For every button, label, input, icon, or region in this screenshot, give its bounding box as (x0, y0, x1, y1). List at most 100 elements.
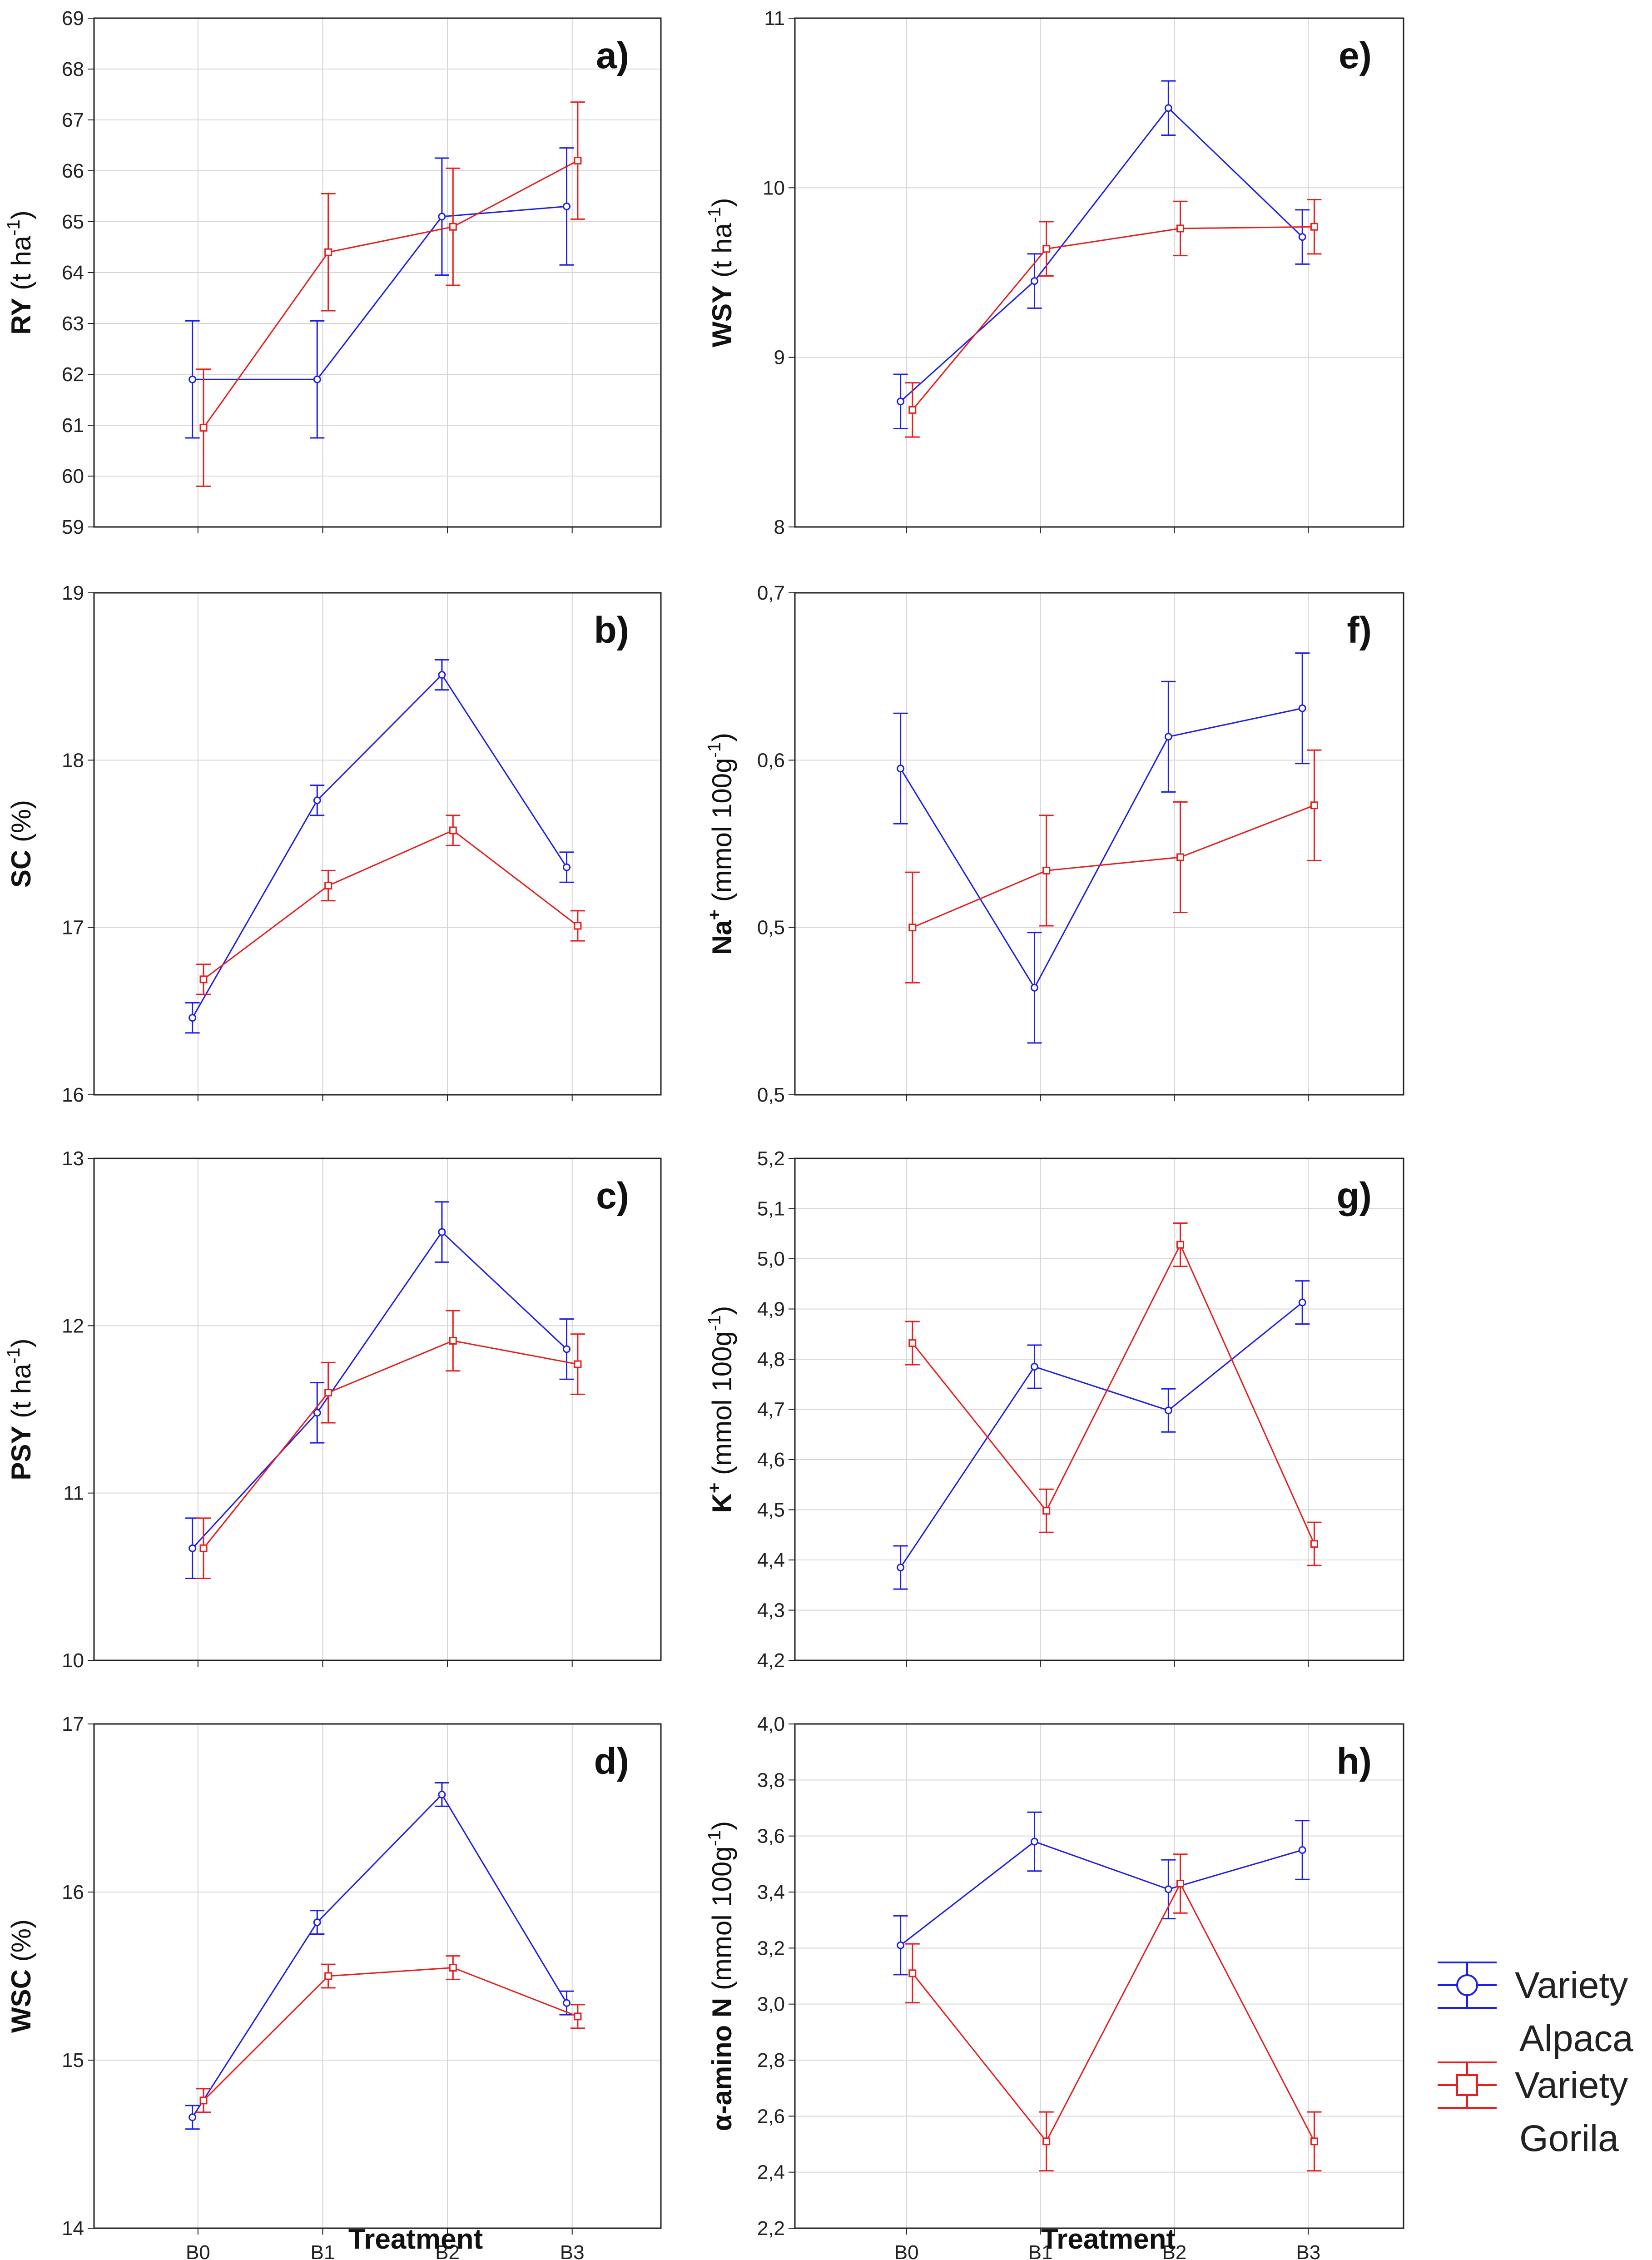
y-axis-title: K+ (mmol 100g-1) (704, 1306, 737, 1513)
data-point-alpaca[interactable] (897, 765, 905, 773)
data-point-gorila[interactable] (574, 1360, 582, 1368)
data-point-alpaca[interactable] (189, 1544, 197, 1552)
data-point-alpaca[interactable] (313, 796, 321, 805)
data-point-alpaca[interactable] (563, 202, 571, 210)
data-point-alpaca[interactable] (1298, 704, 1306, 712)
y-tick-label: 4,3 (757, 1599, 785, 1622)
data-point-alpaca[interactable] (563, 1345, 571, 1353)
y-tick-label: 5,1 (757, 1198, 785, 1220)
data-point-gorila[interactable] (1042, 2137, 1051, 2146)
data-point-gorila[interactable] (449, 1964, 457, 1972)
data-point-gorila[interactable] (199, 1544, 208, 1552)
data-point-gorila[interactable] (574, 157, 582, 165)
y-tick-label: 4,8 (757, 1348, 785, 1371)
chart-panel-g: 4,2 4,3 4,4 4,5 4,6 4,7 4,8 4,9 5,0 5,1 5,2 g) K+ (m… (704, 1147, 1404, 1672)
y-tick-label: 61 (62, 414, 84, 437)
y-tick-label: 62 (62, 363, 84, 386)
data-point-gorila[interactable] (574, 922, 582, 930)
data-point-gorila[interactable] (908, 1339, 917, 1347)
series-line-alpaca (192, 205, 567, 380)
y-axis-title: WSY (t ha-1) (704, 198, 737, 348)
data-point-gorila[interactable] (449, 1336, 457, 1345)
data-point-alpaca[interactable] (1030, 1838, 1038, 1846)
data-point-alpaca[interactable] (313, 1409, 321, 1417)
data-point-alpaca[interactable] (313, 1918, 321, 1927)
data-point-alpaca[interactable] (438, 1790, 446, 1798)
data-point-gorila[interactable] (324, 1972, 332, 1980)
series-line-alpaca (900, 107, 1303, 402)
data-point-alpaca[interactable] (313, 375, 321, 383)
data-point-gorila[interactable] (1310, 2137, 1318, 2146)
data-point-gorila[interactable] (1042, 1507, 1051, 1515)
y-tick-label: 17 (62, 917, 84, 939)
y-tick-label: 4,2 (757, 1649, 785, 1672)
data-point-gorila[interactable] (1176, 1241, 1185, 1249)
data-point-alpaca[interactable] (1164, 733, 1172, 741)
data-point-alpaca[interactable] (189, 1014, 197, 1022)
data-point-alpaca[interactable] (1164, 1885, 1172, 1893)
data-point-alpaca[interactable] (438, 671, 446, 679)
y-tick-label: 10 (763, 177, 785, 199)
y-tick-label: 3,8 (757, 1769, 785, 1791)
data-point-gorila[interactable] (324, 882, 332, 890)
data-point-alpaca[interactable] (563, 863, 571, 871)
y-tick-label: 65 (62, 211, 84, 233)
data-point-alpaca[interactable] (189, 375, 197, 383)
data-point-alpaca[interactable] (1164, 104, 1172, 112)
data-point-alpaca[interactable] (438, 1228, 446, 1236)
legend-item-gorila[interactable]: Variety Gorila (1438, 2061, 1628, 2159)
chart-panel-h: 2,2 2,4 2,6 2,8 3,0 3,2 3,4 3,6 3,8 4,0 B0 B1 B2 B3 h)… (704, 1713, 1404, 2260)
data-point-gorila[interactable] (574, 2012, 582, 2021)
plot-area (795, 18, 1404, 527)
data-point-gorila[interactable] (199, 2096, 208, 2105)
data-point-gorila[interactable] (908, 924, 917, 932)
data-point-alpaca[interactable] (189, 2113, 197, 2121)
data-point-gorila[interactable] (1310, 1540, 1318, 1548)
data-point-alpaca[interactable] (1030, 1363, 1038, 1371)
panel-label: b) (594, 610, 629, 651)
data-point-gorila[interactable] (1042, 866, 1051, 874)
data-point-alpaca[interactable] (897, 1941, 905, 1949)
data-point-alpaca[interactable] (897, 1564, 905, 1572)
y-tick-label: 3,0 (757, 1993, 785, 2016)
panel-label: a) (596, 35, 629, 76)
data-point-gorila[interactable] (199, 424, 208, 432)
x-tick-label: B2 (435, 2241, 460, 2260)
y-tick-label: 0,7 (757, 582, 785, 604)
y-tick-label: 66 (62, 160, 84, 182)
data-point-gorila[interactable] (908, 1969, 917, 1977)
legend-item-alpaca[interactable]: Variety Alpaca (1438, 1962, 1633, 2059)
y-tick-label: 12 (62, 1315, 84, 1337)
data-point-alpaca[interactable] (1298, 233, 1306, 241)
data-point-alpaca[interactable] (1030, 983, 1038, 992)
data-point-gorila[interactable] (324, 248, 332, 256)
data-point-alpaca[interactable] (438, 213, 446, 221)
data-point-gorila[interactable] (1176, 1880, 1185, 1887)
data-point-gorila[interactable] (1310, 801, 1318, 810)
y-axis-title: PSY (t ha-1) (4, 1338, 36, 1480)
y-tick-label: 4,7 (757, 1399, 785, 1421)
data-point-alpaca[interactable] (897, 397, 905, 406)
data-point-alpaca[interactable] (1030, 277, 1038, 285)
plot-frame (93, 1157, 662, 1661)
data-point-gorila[interactable] (199, 975, 208, 983)
x-tick-label: B1 (311, 2241, 335, 2260)
y-axis-title: α-amino N (mmol 100g-1) (704, 1821, 737, 2131)
y-tick-label: 4,9 (757, 1298, 785, 1321)
data-point-gorila[interactable] (1310, 223, 1318, 231)
y-axis-title: WSC (%) (6, 1919, 36, 2033)
data-point-gorila[interactable] (1176, 853, 1185, 861)
data-point-gorila[interactable] (908, 406, 917, 414)
data-point-alpaca[interactable] (563, 1999, 571, 2007)
data-point-alpaca[interactable] (1164, 1406, 1172, 1415)
legend-label-line2: Gorila (1519, 2118, 1619, 2159)
data-point-gorila[interactable] (1176, 224, 1185, 233)
data-point-gorila[interactable] (1042, 245, 1051, 253)
data-point-alpaca[interactable] (1298, 1846, 1306, 1854)
data-point-gorila[interactable] (449, 223, 457, 231)
y-tick-label: 5,2 (757, 1147, 785, 1170)
data-point-alpaca[interactable] (1298, 1298, 1306, 1306)
series-line-alpaca (900, 707, 1303, 989)
data-point-gorila[interactable] (449, 826, 457, 834)
data-point-gorila[interactable] (324, 1389, 332, 1397)
